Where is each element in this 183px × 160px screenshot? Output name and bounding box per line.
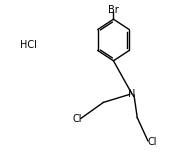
Text: Cl: Cl xyxy=(147,137,157,147)
Text: HCl: HCl xyxy=(20,40,37,50)
Text: N: N xyxy=(128,89,135,99)
Text: Cl: Cl xyxy=(72,114,82,124)
Text: Br: Br xyxy=(108,5,119,15)
